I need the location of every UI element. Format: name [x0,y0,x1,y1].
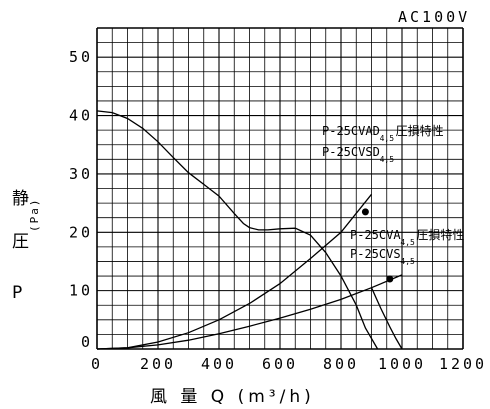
operating-point-marker [386,275,394,283]
curves [96,110,403,350]
y-tick-label: 0 [81,333,93,351]
y-tick-label: 10 [69,282,93,300]
y-axis-symbol: P [12,283,22,303]
y-tick-label: 20 [69,223,93,241]
x-tick-label: 600 [262,355,298,373]
tick-labels: 0 200 400 600 800 1000 1200 0 10 20 30 40 50 [69,48,487,373]
annotation-model-2: P-25CVS [350,247,401,261]
y-label-shizu: 静 [12,189,29,209]
x-tick-label: 200 [140,355,176,373]
x-tick-label: 800 [323,355,359,373]
annotation-model-1: P-25CVA [350,228,401,242]
grid [96,27,464,350]
x-axis-label: 風 量 Q (m³/h) [150,387,315,407]
annotation-model-1: P-25CVAD [322,124,380,138]
x-tick-label: 0 [91,355,103,373]
annotation-suffix: 圧損特性 [396,123,444,138]
y-tick-label: 50 [69,48,93,66]
series-line-1 [96,193,373,350]
annotations: P-25CVADP-25CVSD4,54,5圧損特性P-25CVAP-25CVS… [322,123,464,266]
annotation-subscript: 4,5 [400,257,415,266]
series-line-0 [96,110,379,350]
y-axis-unit: (Pa) [28,198,41,233]
annotation-subscript: 4,5 [380,155,395,164]
chart-title: AC100V [398,8,470,26]
x-tick-label: 400 [201,355,237,373]
annotation-subscript: 4,5 [400,238,415,247]
annotation-suffix: 圧損特性 [416,227,464,242]
x-tick-label: 1000 [378,355,426,373]
x-tick-label: 1200 [439,355,487,373]
annotation-model-2: P-25CVSD [322,145,380,159]
y-tick-label: 40 [69,107,93,125]
operating-point-marker [361,208,369,216]
series-line-2 [96,274,403,350]
annotation-subscript: 4,5 [380,134,395,143]
y-label-atsu: 圧 [12,232,29,252]
y-tick-label: 30 [69,165,93,183]
series-line-3 [370,287,403,350]
